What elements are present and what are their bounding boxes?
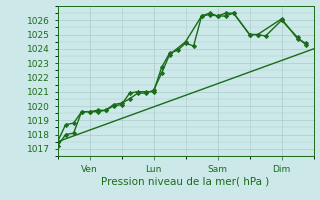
X-axis label: Pression niveau de la mer( hPa ): Pression niveau de la mer( hPa ) xyxy=(101,177,270,187)
